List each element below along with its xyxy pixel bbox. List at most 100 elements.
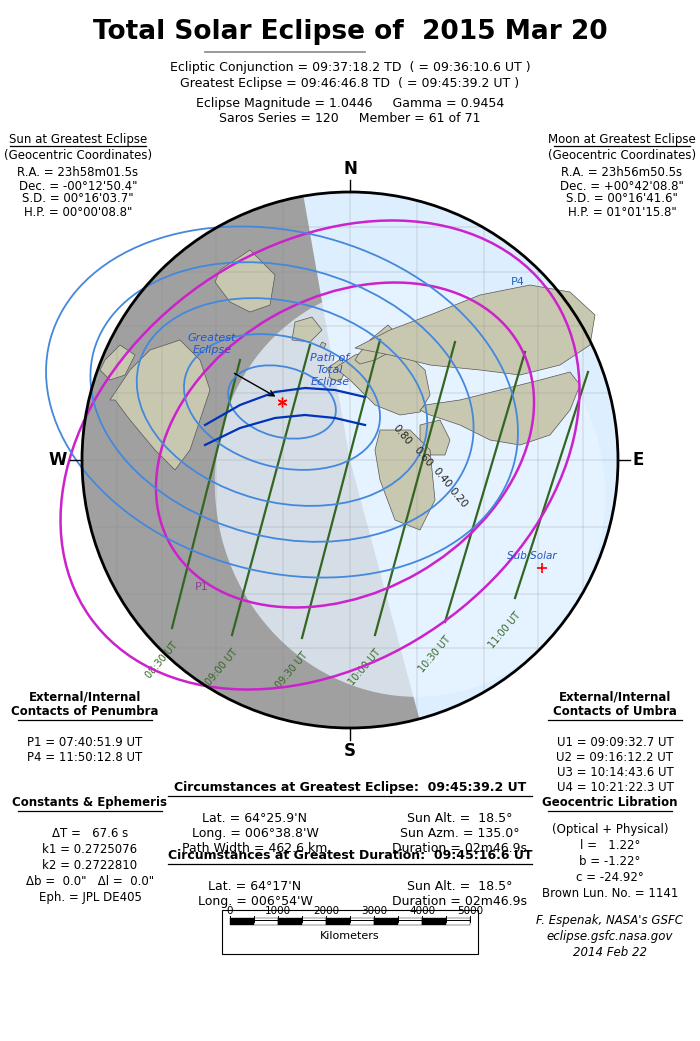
Text: H.P. = 01°01'15.8": H.P. = 01°01'15.8" xyxy=(568,205,676,219)
Text: Kilometers: Kilometers xyxy=(320,931,380,941)
Text: b = -1.22°: b = -1.22° xyxy=(580,855,641,868)
Text: Circumstances at Greatest Duration:  09:45:16.6 UT: Circumstances at Greatest Duration: 09:4… xyxy=(168,849,532,862)
Text: R.A. = 23h58m01.5s: R.A. = 23h58m01.5s xyxy=(18,167,139,179)
Text: (Geocentric Coordinates): (Geocentric Coordinates) xyxy=(548,149,696,161)
Text: Brown Lun. No. = 1141: Brown Lun. No. = 1141 xyxy=(542,887,678,900)
Text: W: W xyxy=(48,451,67,469)
Text: Sun at Greatest Eclipse: Sun at Greatest Eclipse xyxy=(9,133,147,147)
Text: c = -24.92°: c = -24.92° xyxy=(576,871,644,884)
Polygon shape xyxy=(320,342,326,348)
Text: Greatest
Eclipse: Greatest Eclipse xyxy=(188,333,236,355)
Text: (Geocentric Coordinates): (Geocentric Coordinates) xyxy=(4,149,152,161)
Text: 4000: 4000 xyxy=(409,906,435,916)
Text: 11:00 UT: 11:00 UT xyxy=(487,610,523,650)
Text: ΔT =   67.6 s: ΔT = 67.6 s xyxy=(52,827,128,840)
Text: 2014 Feb 22: 2014 Feb 22 xyxy=(573,946,647,959)
Text: Circumstances at Greatest Eclipse:  09:45:39.2 UT: Circumstances at Greatest Eclipse: 09:45… xyxy=(174,781,526,794)
Text: P4: P4 xyxy=(511,277,525,287)
Text: 0.60: 0.60 xyxy=(412,445,434,469)
Polygon shape xyxy=(355,325,398,364)
Text: S: S xyxy=(344,742,356,760)
Polygon shape xyxy=(110,340,210,469)
Bar xyxy=(326,918,350,925)
Bar xyxy=(422,918,446,925)
Text: Dec. = -00°12'50.4": Dec. = -00°12'50.4" xyxy=(19,179,137,193)
Text: H.P. = 00°00'08.8": H.P. = 00°00'08.8" xyxy=(24,205,132,219)
Text: Lat. = 64°25.9'N: Lat. = 64°25.9'N xyxy=(202,812,307,826)
Bar xyxy=(230,918,254,925)
Text: 1000: 1000 xyxy=(265,906,291,916)
Text: Greatest Eclipse = 09:46:46.8 TD  ( = 09:45:39.2 UT ): Greatest Eclipse = 09:46:46.8 TD ( = 09:… xyxy=(181,77,519,91)
FancyBboxPatch shape xyxy=(222,910,478,954)
Bar xyxy=(398,918,422,925)
Text: Contacts of Penumbra: Contacts of Penumbra xyxy=(11,705,159,718)
Text: 10:30 UT: 10:30 UT xyxy=(417,634,453,674)
Text: k1 = 0.2725076: k1 = 0.2725076 xyxy=(43,843,138,856)
Text: l =   1.22°: l = 1.22° xyxy=(580,839,641,852)
Text: Sub Solar: Sub Solar xyxy=(508,551,556,561)
Bar xyxy=(254,918,278,925)
Text: Long. = 006°54'W: Long. = 006°54'W xyxy=(197,895,312,908)
Polygon shape xyxy=(420,372,580,445)
Text: U2 = 09:16:12.2 UT: U2 = 09:16:12.2 UT xyxy=(556,751,673,764)
Text: F. Espenak, NASA's GSFC: F. Espenak, NASA's GSFC xyxy=(536,914,683,926)
Text: Path Width = 462.6 km: Path Width = 462.6 km xyxy=(182,842,328,855)
Text: Path of
Total
Eclipse: Path of Total Eclipse xyxy=(310,353,349,386)
Text: 09:00 UT: 09:00 UT xyxy=(204,648,240,687)
Text: N: N xyxy=(343,160,357,178)
Text: eclipse.gsfc.nasa.gov: eclipse.gsfc.nasa.gov xyxy=(547,930,673,943)
Polygon shape xyxy=(355,285,595,375)
Text: Duration = 02m46.9s: Duration = 02m46.9s xyxy=(393,895,528,908)
Polygon shape xyxy=(335,348,430,415)
Polygon shape xyxy=(375,430,435,530)
Text: Contacts of Umbra: Contacts of Umbra xyxy=(553,705,677,718)
Text: S.D. = 00°16'41.6": S.D. = 00°16'41.6" xyxy=(566,193,678,205)
Polygon shape xyxy=(292,318,322,342)
Text: Sun Alt. =  18.5°: Sun Alt. = 18.5° xyxy=(407,812,512,826)
Text: Eclipse Magnitude = 1.0446     Gamma = 0.9454: Eclipse Magnitude = 1.0446 Gamma = 0.945… xyxy=(196,97,504,109)
Text: S.D. = 00°16'03.7": S.D. = 00°16'03.7" xyxy=(22,193,134,205)
Text: Sun Azm. = 135.0°: Sun Azm. = 135.0° xyxy=(400,827,520,840)
Text: Sun Alt. =  18.5°: Sun Alt. = 18.5° xyxy=(407,880,512,893)
Circle shape xyxy=(82,192,618,728)
Text: 08:30 UT: 08:30 UT xyxy=(144,640,180,680)
Ellipse shape xyxy=(215,283,606,696)
Text: (Optical + Physical): (Optical + Physical) xyxy=(552,823,668,836)
Bar xyxy=(278,918,302,925)
Text: 5000: 5000 xyxy=(457,906,483,916)
Text: External/Internal: External/Internal xyxy=(29,691,141,704)
Bar xyxy=(302,918,326,925)
Text: Long. = 006°38.8'W: Long. = 006°38.8'W xyxy=(192,827,318,840)
Bar xyxy=(374,918,398,925)
Text: Δb =  0.0"   Δl =  0.0": Δb = 0.0" Δl = 0.0" xyxy=(26,875,154,888)
Text: 09:30 UT: 09:30 UT xyxy=(274,650,310,690)
Text: 0.40: 0.40 xyxy=(430,466,453,490)
Text: P1: P1 xyxy=(195,582,209,592)
Text: Duration = 02m46.9s: Duration = 02m46.9s xyxy=(393,842,528,855)
Text: P4 = 11:50:12.8 UT: P4 = 11:50:12.8 UT xyxy=(27,751,143,764)
Text: U1 = 09:09:32.7 UT: U1 = 09:09:32.7 UT xyxy=(556,736,673,750)
Text: Eph. = JPL DE405: Eph. = JPL DE405 xyxy=(38,891,141,904)
Text: 3000: 3000 xyxy=(361,906,387,916)
Text: Ecliptic Conjunction = 09:37:18.2 TD  ( = 09:36:10.6 UT ): Ecliptic Conjunction = 09:37:18.2 TD ( =… xyxy=(169,61,531,75)
Bar xyxy=(446,918,470,925)
Text: Constants & Ephemeris: Constants & Ephemeris xyxy=(13,796,167,809)
Text: Saros Series = 120     Member = 61 of 71: Saros Series = 120 Member = 61 of 71 xyxy=(219,112,481,126)
Text: U4 = 10:21:22.3 UT: U4 = 10:21:22.3 UT xyxy=(556,781,673,794)
Text: 0: 0 xyxy=(227,906,233,916)
Text: External/Internal: External/Internal xyxy=(559,691,671,704)
Text: 0.80: 0.80 xyxy=(391,423,413,447)
Text: 0.20: 0.20 xyxy=(447,486,469,510)
Text: Geocentric Libration: Geocentric Libration xyxy=(542,796,678,809)
Text: 2000: 2000 xyxy=(313,906,339,916)
Polygon shape xyxy=(328,358,345,382)
Text: E: E xyxy=(633,451,645,469)
Text: 10:00 UT: 10:00 UT xyxy=(347,648,383,687)
Text: Lat. = 64°17'N: Lat. = 64°17'N xyxy=(209,880,302,893)
Polygon shape xyxy=(215,250,275,312)
Text: Total Solar Eclipse of  2015 Mar 20: Total Solar Eclipse of 2015 Mar 20 xyxy=(92,19,608,45)
Wedge shape xyxy=(82,196,419,728)
Polygon shape xyxy=(100,345,135,380)
Text: Moon at Greatest Eclipse: Moon at Greatest Eclipse xyxy=(548,133,696,147)
Bar xyxy=(350,918,374,925)
